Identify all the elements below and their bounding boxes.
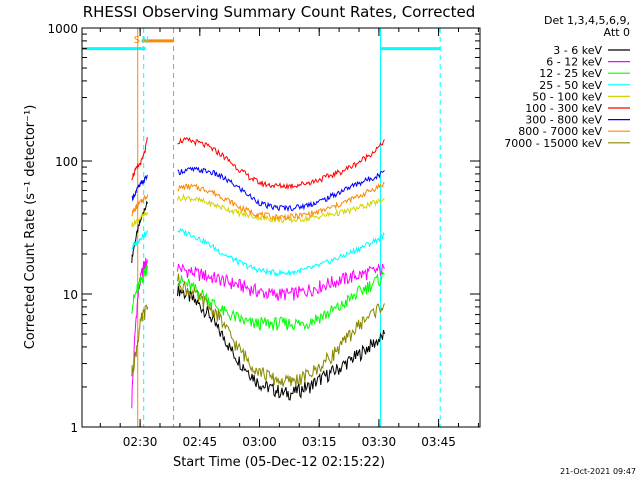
legend-label-4: 50 - 100 keV (532, 90, 602, 103)
series-line-1-seg1 (131, 257, 148, 409)
series-line-3-seg1 (131, 229, 149, 250)
y-axis-ticks: 1 10 100 1000 (47, 22, 480, 435)
x-tick-label-5: 03:45 (421, 435, 456, 449)
legend-label-0: 3 - 6 keV (553, 44, 602, 57)
y-tick-label-3: 1000 (47, 22, 78, 36)
x-tick-label-1: 02:45 (183, 435, 218, 449)
plot-frame (81, 27, 481, 428)
series-line-5-seg2 (177, 137, 385, 190)
legend-header-line1: Det 1,3,4,5,6,9, (544, 14, 630, 27)
legend-label-2: 12 - 25 keV (539, 67, 602, 80)
marker-s: S (134, 35, 140, 46)
legend-header-line2: Att 0 (604, 26, 630, 39)
series-line-7-seg1 (131, 194, 149, 217)
x-tick-label-0: 02:30 (123, 435, 158, 449)
series-line-5-seg1 (131, 137, 148, 181)
series-line-7-seg2 (177, 181, 385, 222)
x-tick-label-2: 03:00 (242, 435, 277, 449)
chart-title: RHESSI Observing Summary Count Rates, Co… (83, 3, 476, 21)
x-tick-label-3: 03:15 (302, 435, 337, 449)
series-line-0-seg1 (131, 200, 149, 264)
series-line-8-seg1 (131, 304, 149, 377)
y-axis-label: Corrected Count Rate (s⁻¹ detector⁻¹) (23, 105, 38, 350)
series-line-6-seg2 (177, 166, 385, 213)
y-tick-label-2: 100 (55, 155, 78, 169)
x-axis-label: Start Time (05-Dec-12 02:15:22) (173, 455, 385, 470)
night-bars (82, 39, 441, 51)
series-line-6-seg1 (131, 174, 148, 202)
legend-label-8: 7000 - 15000 keV (504, 137, 602, 150)
series-line-1-seg2 (177, 263, 385, 301)
generation-timestamp: 21-Oct-2021 09:47 (560, 467, 636, 476)
y-tick-label-1: 10 (63, 288, 78, 302)
series-line-3-seg2 (177, 227, 385, 277)
series-line-4-seg2 (177, 193, 385, 224)
legend-label-7: 800 - 7000 keV (518, 125, 602, 138)
series-lines (131, 137, 385, 409)
x-axis-ticks: 02:30 02:45 03:00 03:15 03:30 03:45 (99, 28, 479, 449)
series-line-2-seg2 (177, 270, 385, 331)
series-line-2-seg1 (131, 264, 149, 314)
x-tick-label-4: 03:30 (362, 435, 397, 449)
legend-label-1: 6 - 12 keV (546, 56, 602, 69)
series-line-8-seg2 (177, 273, 385, 387)
legend-label-5: 100 - 300 keV (525, 102, 602, 115)
y-tick-label-0: 1 (70, 421, 78, 435)
marker-n: N (142, 35, 149, 46)
series-line-0-seg2 (177, 283, 385, 401)
legend-label-3: 25 - 50 keV (539, 79, 602, 92)
series-line-4-seg1 (131, 211, 149, 228)
legend-label-6: 300 - 800 keV (525, 114, 602, 127)
